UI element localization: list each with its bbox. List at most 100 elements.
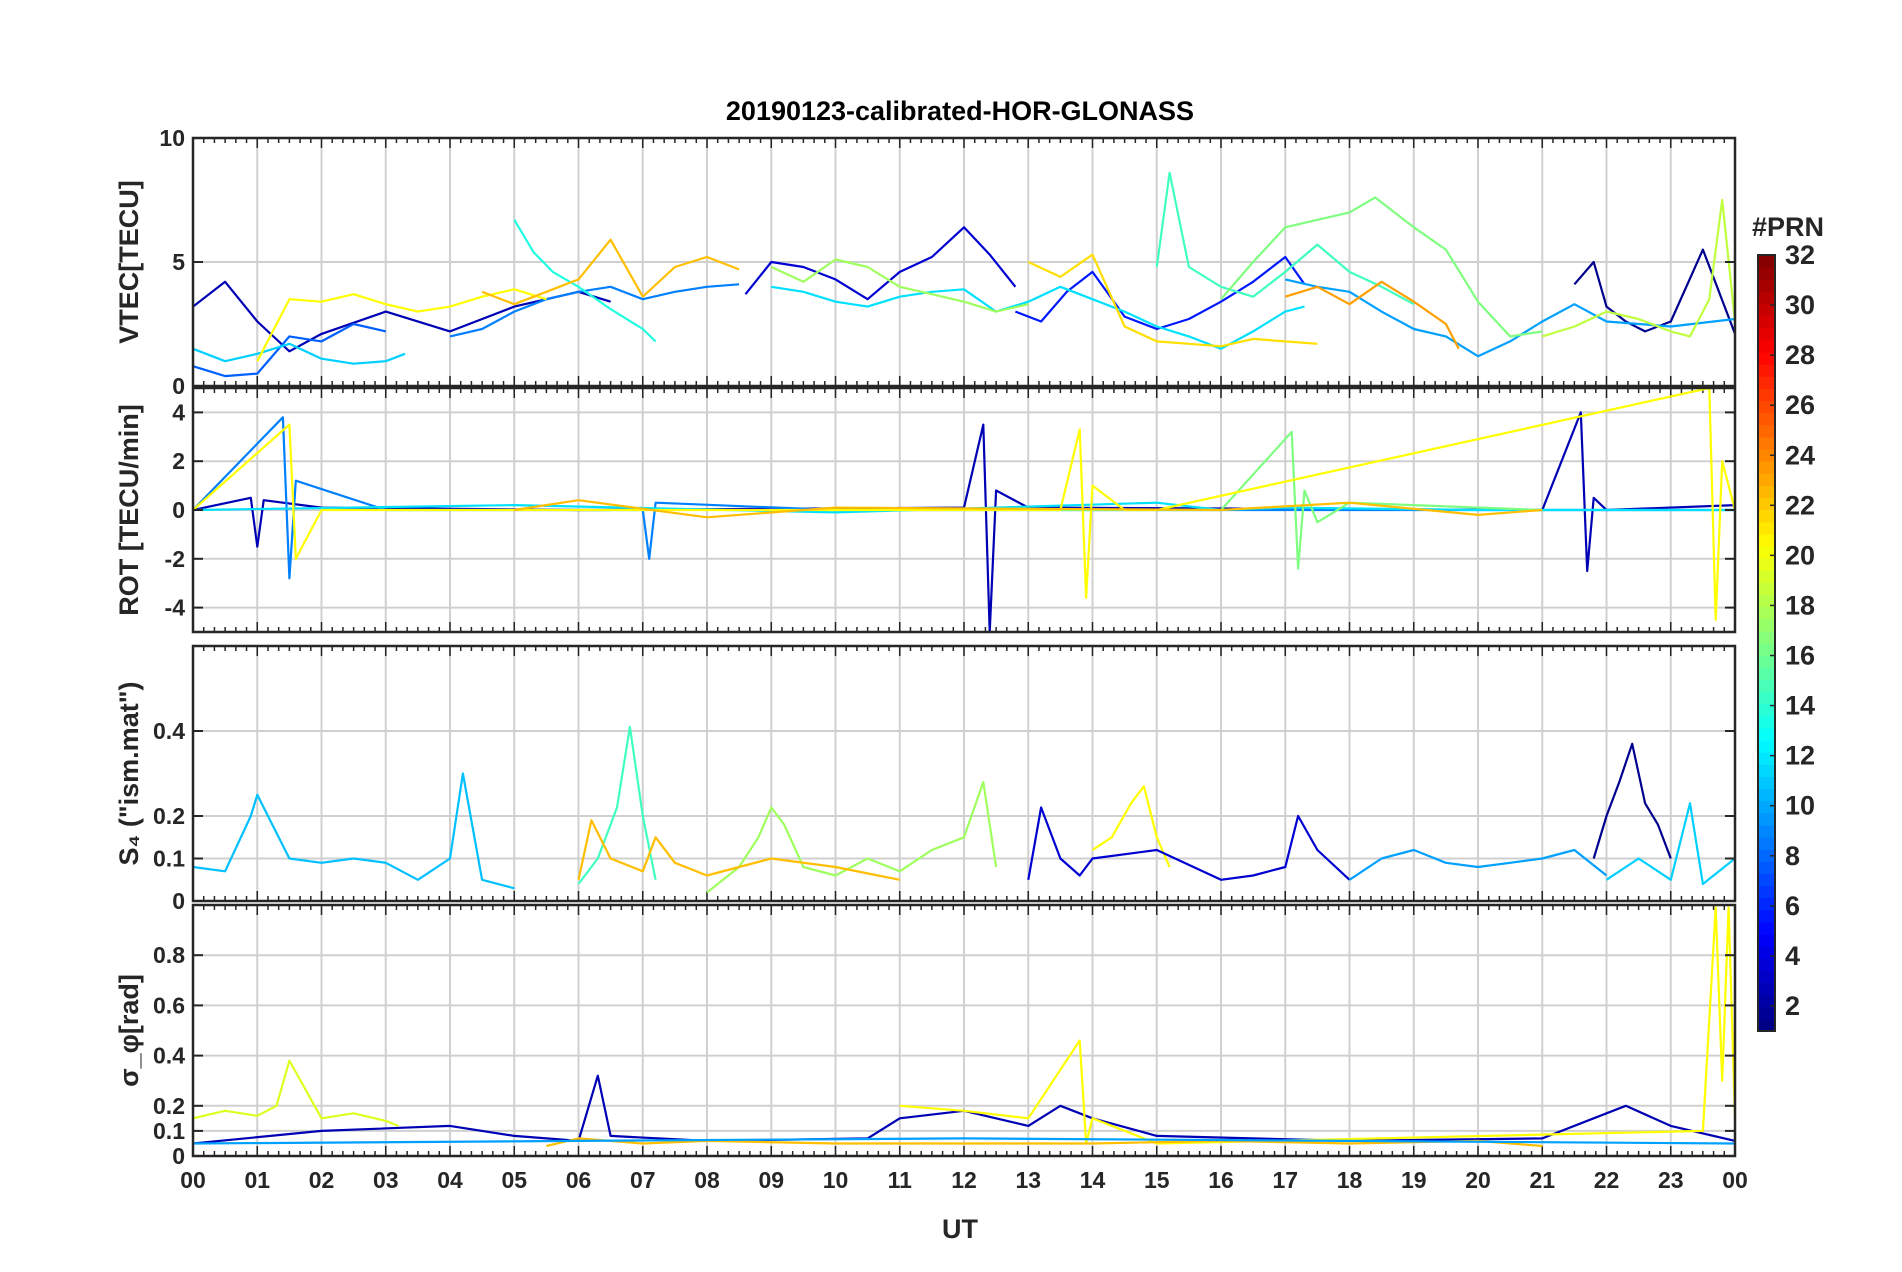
- colorbar-segment: [1758, 315, 1775, 329]
- x-tick-label: 00: [180, 1167, 206, 1193]
- x-tick-label: 22: [1594, 1167, 1620, 1193]
- x-tick-label: 01: [244, 1167, 270, 1193]
- series-line-prn-18: [1541, 198, 1735, 338]
- colorbar-frame: [1757, 254, 1776, 1032]
- y-tick-label: 5: [172, 249, 185, 275]
- colorbar-segment: [1758, 703, 1775, 717]
- colorbar-segment: [1758, 849, 1775, 862]
- colorbar-segment: [1758, 352, 1775, 365]
- colorbar-tick-label: 20: [1785, 540, 1815, 570]
- colorbar-segment: [1758, 339, 1775, 353]
- series-line-prn-3: [1027, 806, 1351, 881]
- y-axis-label: VTEC[TECU]: [114, 180, 144, 344]
- y-tick-label: -4: [165, 595, 186, 621]
- colorbar-segment: [1758, 1018, 1775, 1032]
- colorbar-segment: [1758, 715, 1775, 729]
- series-line-prn-20: [1091, 785, 1171, 868]
- colorbar-segment: [1758, 497, 1775, 511]
- colorbar-segment: [1758, 800, 1775, 814]
- series-line-prn-3: [744, 226, 1017, 301]
- colorbar-segment: [1758, 412, 1775, 426]
- series-line-prn-8: [193, 1137, 1735, 1145]
- x-tick-label: 12: [951, 1167, 977, 1193]
- colorbar-tick-label: 22: [1785, 490, 1815, 520]
- x-tick-label: 04: [437, 1167, 463, 1193]
- colorbar-segment: [1758, 873, 1775, 887]
- y-tick-label: 0.1: [153, 846, 185, 872]
- series-line-prn-1: [1592, 742, 1672, 859]
- axes-box: [191, 903, 1737, 1158]
- colorbar-segment: [1758, 436, 1775, 450]
- x-tick-label: 03: [373, 1167, 399, 1193]
- colorbar-segment: [1758, 509, 1775, 523]
- colorbar-tick-label: 8: [1785, 841, 1800, 871]
- x-tick-label: 07: [630, 1167, 656, 1193]
- colorbar-segment: [1758, 994, 1775, 1008]
- colorbar-segment: [1758, 449, 1775, 462]
- series-line-prn-11: [193, 342, 406, 365]
- series-line-prn-17: [706, 780, 998, 894]
- colorbar-tick-label: 2: [1785, 991, 1800, 1021]
- x-axis-label: UT: [942, 1214, 978, 1244]
- series-line-prn-16: [1028, 430, 1543, 570]
- colorbar-tick-label: 12: [1785, 741, 1815, 771]
- colorbar-segment: [1758, 740, 1775, 753]
- x-tick-label: 02: [309, 1167, 335, 1193]
- series-line-prn-4: [1015, 255, 1306, 331]
- x-tick-label: 18: [1337, 1167, 1363, 1193]
- colorbar-segment: [1758, 618, 1775, 632]
- colorbar-segment: [1758, 364, 1775, 377]
- y-tick-label: 0.4: [153, 1043, 185, 1069]
- colorbar-segment: [1758, 970, 1775, 984]
- y-tick-label: 0: [172, 497, 185, 523]
- y-tick-label: 0.6: [153, 992, 185, 1018]
- series-line-prn-22: [577, 819, 901, 881]
- series-group: [193, 171, 1735, 378]
- y-axis-label: σ_φ[rad]: [114, 974, 144, 1087]
- colorbar-segment: [1758, 727, 1775, 741]
- colorbar-segment: [1758, 982, 1775, 996]
- colorbar-segment: [1758, 582, 1775, 596]
- x-tick-label: 08: [694, 1167, 720, 1193]
- colorbar-segment: [1758, 388, 1775, 402]
- x-tick-label: 10: [823, 1167, 849, 1193]
- series-line-prn-22: [514, 499, 1543, 519]
- series-line-prn-13: [513, 219, 657, 343]
- series-group: [193, 725, 1735, 894]
- colorbar-segment: [1758, 643, 1775, 656]
- colorbar-segment: [1758, 327, 1775, 341]
- chart-title: 20190123-calibrated-HOR-GLONASS: [726, 96, 1194, 126]
- colorbar-tick-label: 24: [1785, 440, 1815, 470]
- series-line-prn-11: [1605, 802, 1735, 886]
- colorbar-segment: [1758, 533, 1775, 547]
- series-line-prn-20: [899, 906, 1735, 1145]
- series-line-prn-8: [1285, 278, 1735, 358]
- colorbar-tick-label: 16: [1785, 641, 1815, 671]
- colorbar-segment: [1758, 861, 1775, 874]
- x-tick-label: 21: [1529, 1167, 1555, 1193]
- colorbar-segment: [1758, 303, 1775, 317]
- y-tick-label: 0: [172, 373, 185, 399]
- colorbar-segment: [1758, 424, 1775, 438]
- colorbar-segment: [1758, 909, 1775, 923]
- colorbar-tick-label: 18: [1785, 590, 1815, 620]
- series-line-prn-20: [256, 288, 547, 362]
- x-tick-label: 00: [1722, 1167, 1748, 1193]
- colorbar-segment: [1758, 752, 1775, 765]
- series-group: [193, 906, 1735, 1148]
- colorbar-segment: [1758, 521, 1775, 535]
- colorbar-segment: [1758, 461, 1775, 474]
- colorbar-segment: [1758, 824, 1775, 838]
- x-tick-label: 09: [758, 1167, 784, 1193]
- y-tick-label: 0.1: [153, 1118, 185, 1144]
- y-tick-label: 0.2: [153, 803, 185, 829]
- y-tick-label: 0.8: [153, 942, 185, 968]
- colorbar-segment: [1758, 788, 1775, 802]
- series-line-prn-17: [770, 258, 1029, 313]
- colorbar-segment: [1758, 594, 1775, 608]
- colorbar-segment: [1758, 1006, 1775, 1020]
- x-tick-label: 17: [1272, 1167, 1298, 1193]
- y-tick-label: 10: [159, 125, 185, 151]
